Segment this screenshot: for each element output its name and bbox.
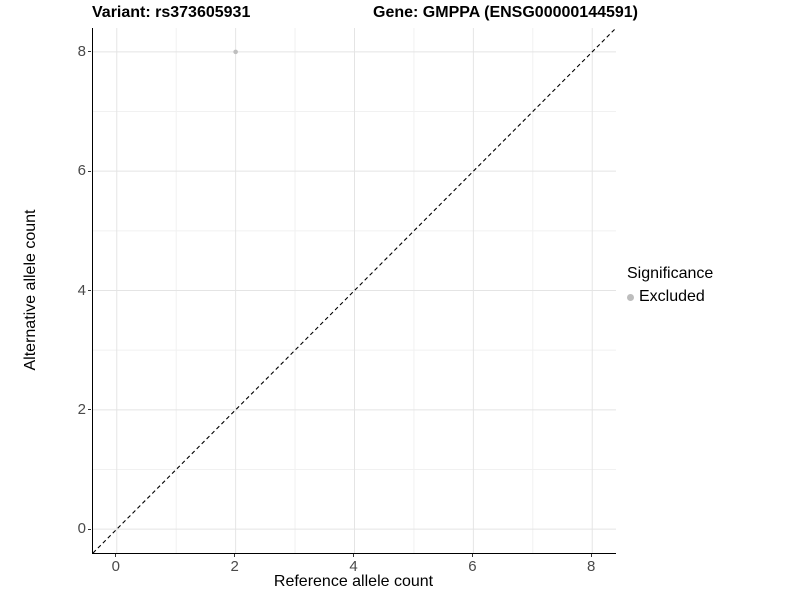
legend-marker-circle-icon <box>627 293 634 301</box>
plot-panel <box>92 28 616 554</box>
y-tick-label: 6 <box>77 162 86 180</box>
x-tick-label: 4 <box>349 558 358 575</box>
legend-entry: Excluded <box>627 288 713 306</box>
x-tick-label: 6 <box>468 558 477 575</box>
y-tick-mark <box>88 290 91 291</box>
x-tick-mark <box>115 554 117 557</box>
legend-title: Significance <box>627 265 714 282</box>
y-tick-mark <box>88 409 91 411</box>
x-tick-mark <box>471 554 473 557</box>
x-axis-title: Reference allele count <box>273 573 434 590</box>
legend-entries: Excluded <box>627 288 713 306</box>
plot-title-gene: Gene: GMPPA (ENSG00000144591) <box>373 4 639 21</box>
plot-title-variant: Variant: rs373605931 <box>92 4 251 21</box>
x-tick-mark <box>353 554 354 557</box>
legend: Significance Excluded <box>627 265 713 306</box>
legend-entry-label: Excluded <box>639 288 705 305</box>
x-tick-label: 0 <box>111 558 120 575</box>
y-tick-mark <box>88 51 91 53</box>
y-tick-label: 0 <box>77 520 86 538</box>
y-tick-label: 2 <box>77 400 86 418</box>
plot-canvas <box>93 28 616 553</box>
x-tick-label: 2 <box>230 558 239 575</box>
y-tick-label: 4 <box>77 281 86 299</box>
x-tick-mark <box>590 554 592 557</box>
y-tick-mark <box>88 528 91 530</box>
identity-reference-line <box>93 28 616 553</box>
y-tick-mark <box>88 170 91 172</box>
y-tick-label: 8 <box>77 42 86 60</box>
data-point <box>233 49 238 55</box>
x-tick-mark <box>234 554 236 557</box>
x-tick-label: 8 <box>587 558 596 575</box>
y-axis-title: Alternative allele count <box>22 209 39 371</box>
